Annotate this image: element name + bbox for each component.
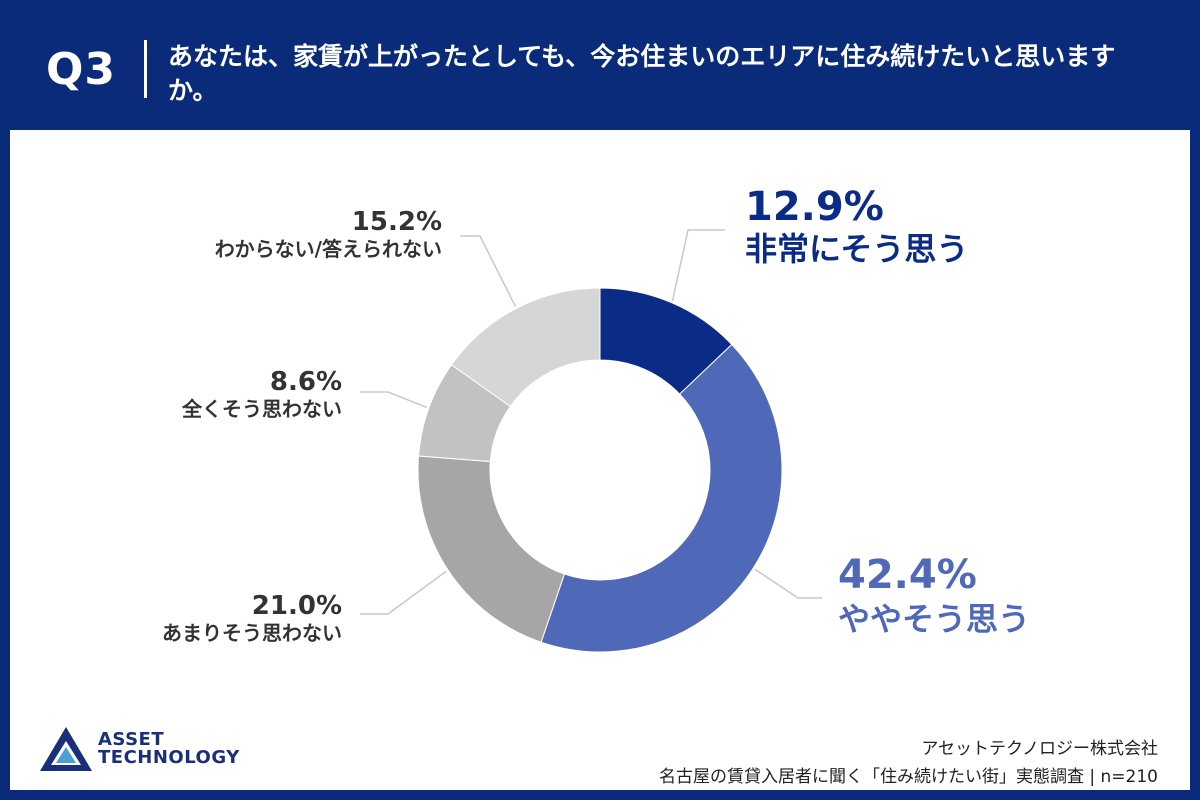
company-logo: ASSET TECHNOLOGY	[38, 725, 239, 777]
question-number: Q3	[46, 44, 117, 95]
slice-category-label-4: わからない/答えられない	[215, 237, 442, 261]
slice-value-label-1: 42.4%	[838, 552, 977, 598]
question-text: あなたは、家賃が上がったとしても、今お住まいのエリアに住み続けたいと思いますか。	[168, 42, 1116, 105]
donut-chart: 12.9%非常にそう思う 42.4%ややそう思う 21.0%あまりそう思わない 8.6…	[162, 184, 1030, 653]
slice-value-label-2: 21.0%	[252, 591, 342, 621]
leader-line-3	[360, 391, 428, 409]
logo-line-2: TECHNOLOGY	[98, 747, 240, 768]
chart-card: 12.9% 非常にそう思う 42.4% ややそう思う 21.0% あまりそう思わない 8.6…	[10, 130, 1190, 790]
donut-slice-2	[417, 455, 566, 643]
header-bar: Q3 あなたは、家賃が上がったとしても、今お住まいのエリアに住み続けたいと思いま…	[0, 0, 1200, 130]
donut-slice-1	[540, 343, 783, 653]
company-name: アセットテクノロジー株式会社	[921, 739, 1158, 759]
leader-line-2	[360, 570, 447, 615]
slice-value-label-0: 12.9%	[745, 184, 884, 230]
slice-category-label-1: ややそう思う	[838, 600, 1030, 638]
slice-category-label-0: 非常にそう思う	[745, 230, 968, 268]
slice-value-label-3: 8.6%	[270, 367, 342, 397]
logo-text: ASSET TECHNOLOGY	[98, 731, 240, 767]
header-divider	[144, 40, 147, 98]
donut-slice-4	[450, 287, 601, 408]
logo-line-1: ASSET	[98, 729, 165, 750]
leader-line-0	[671, 229, 725, 302]
slice-category-label-3: 全くそう思わない	[181, 397, 342, 421]
slice-value-label-4: 15.2%	[352, 207, 442, 237]
leader-line-4	[460, 235, 517, 307]
slice-category-label-2: あまりそう思わない	[162, 621, 342, 645]
survey-caption: 名古屋の賃貸入居者に聞く「住み続けたい街」実態調査 | n=210	[658, 767, 1158, 787]
triangle-logo-icon	[40, 727, 92, 771]
leader-line-1	[754, 568, 822, 599]
